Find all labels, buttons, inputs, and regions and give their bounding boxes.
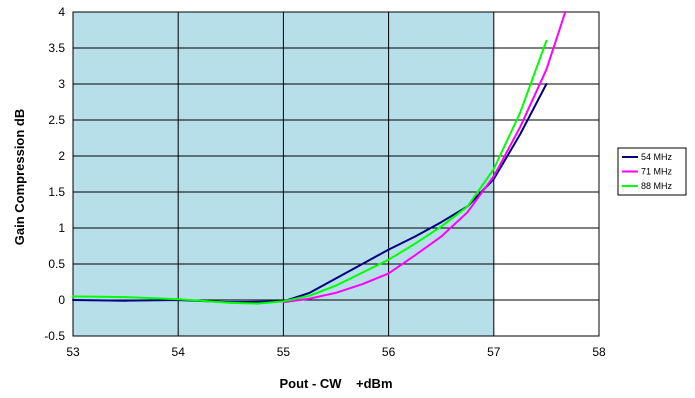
plot-border: [72, 11, 600, 337]
x-tick-label: 54: [172, 345, 186, 359]
tick-label-layer: -0.5 0 0.5 1 1.5 2 2.5 3 3.5 4 53 54 55 56 57 58: [44, 5, 606, 359]
legend-label: 88 MHz: [641, 181, 673, 191]
y-axis-title: Gain Compression dB: [12, 109, 27, 246]
y-tick-label: 0.5: [48, 257, 65, 271]
y-tick-label: 3: [58, 77, 65, 91]
x-axis-title: Pout - CW +dBm: [279, 376, 392, 391]
y-tick-label: 2.5: [48, 113, 65, 127]
x-tick-label: 58: [592, 345, 606, 359]
y-tick-label: 3.5: [48, 41, 65, 55]
y-tick-label: 1.5: [48, 185, 65, 199]
y-tick-label: 4: [58, 5, 65, 19]
x-tick-label: 56: [382, 345, 396, 359]
series-line-88-mhz: [72, 39, 548, 305]
y-tick-label: 2: [58, 149, 65, 163]
x-tick-label: 55: [277, 345, 291, 359]
series-layer: [72, 11, 567, 305]
legend: 54 MHz 71 MHz 88 MHz: [617, 147, 687, 196]
series-line-71-mhz: [282, 11, 567, 304]
x-tick-label: 57: [487, 345, 501, 359]
y-tick-label: 0: [58, 293, 65, 307]
y-tick-label: -0.5: [44, 329, 65, 343]
x-tick-label: 53: [66, 345, 80, 359]
legend-label: 54 MHz: [641, 152, 673, 162]
y-tick-label: 1: [58, 221, 65, 235]
legend-label: 71 MHz: [641, 167, 673, 177]
